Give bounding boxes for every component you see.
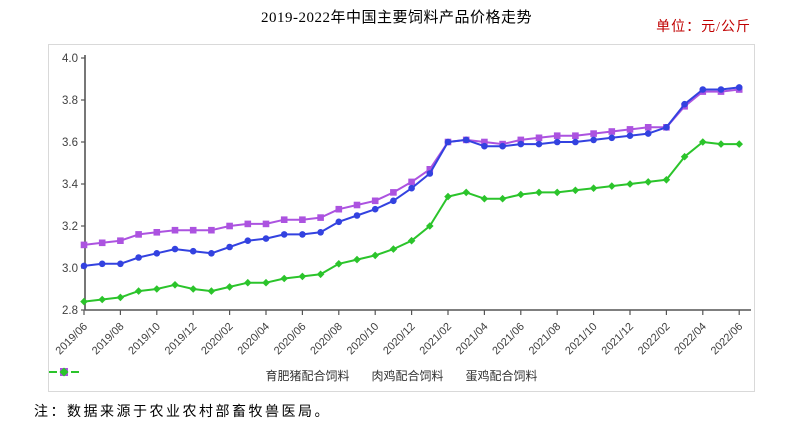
y-tick-label: 3.2 [62,221,78,233]
y-tick-label: 3.6 [62,137,78,149]
x-tick-label: 2019/10 [126,321,163,358]
series-circle [80,84,743,270]
x-tick-label: 2020/04 [236,321,273,358]
series-diamond [80,138,743,306]
x-tick-label: 2022/04 [672,321,709,358]
chart-container: 2.8 3.0 3.2 3.4 3.6 3.8 4.0 2019/06 2019/08 2019/… [48,44,755,392]
x-tick-label: 2019/06 [54,321,91,358]
diamond-legend-marker-icon [49,367,79,377]
x-axis-ticks: 2019/06 2019/08 2019/10 2019/12 2020/02 2020/… [54,310,746,358]
x-tick-label: 2020/10 [345,321,382,358]
x-tick-label: 2020/12 [381,321,418,358]
series-line [83,141,740,303]
legend: 育肥猪配合饲料 肉鸡配合饲料 蛋鸡配合饲料 [49,367,754,384]
x-tick-label: 2021/06 [490,321,527,358]
y-tick-label: 3.0 [62,263,78,275]
legend-label: 蛋鸡配合饲料 [465,369,538,383]
y-axis-ticks: 2.8 3.0 3.2 3.4 3.6 3.8 4.0 [62,53,85,317]
x-tick-label: 2021/10 [563,321,600,358]
y-tick-label: 3.4 [62,179,79,191]
x-tick-label: 2020/06 [272,321,309,358]
x-tick-label: 2019/08 [90,321,127,358]
legend-item: 肉鸡配合饲料 [49,367,444,384]
y-tick-label: 3.8 [62,95,78,107]
legend-label: 肉鸡配合饲料 [371,369,444,383]
y-tick-label: 4.0 [62,53,78,65]
x-tick-label: 2021/08 [527,321,564,358]
unit-label: 单位：元/公斤 [656,20,751,35]
x-tick-label: 2021/12 [600,321,637,358]
x-tick-label: 2022/02 [636,321,673,358]
x-tick-label: 2021/04 [454,321,491,358]
x-tick-label: 2020/02 [199,321,236,358]
legend-label: 育肥猪配合饲料 [265,369,350,383]
chart-title: 2019-2022年中国主要饲料产品价格走势 [261,10,532,26]
source-note: 注：数据来源于农业农村部畜牧兽医局。 [34,405,331,420]
x-tick-label: 2022/06 [709,321,746,358]
x-tick-label: 2021/02 [418,321,455,358]
series-line [83,88,740,246]
y-tick-label: 2.8 [62,305,78,317]
series-square [80,86,743,249]
x-tick-label: 2019/12 [163,321,200,358]
legend-item: 蛋鸡配合饲料 [49,367,538,384]
legend-item: 育肥猪配合饲料 [49,367,350,384]
x-tick-label: 2020/08 [308,321,345,358]
